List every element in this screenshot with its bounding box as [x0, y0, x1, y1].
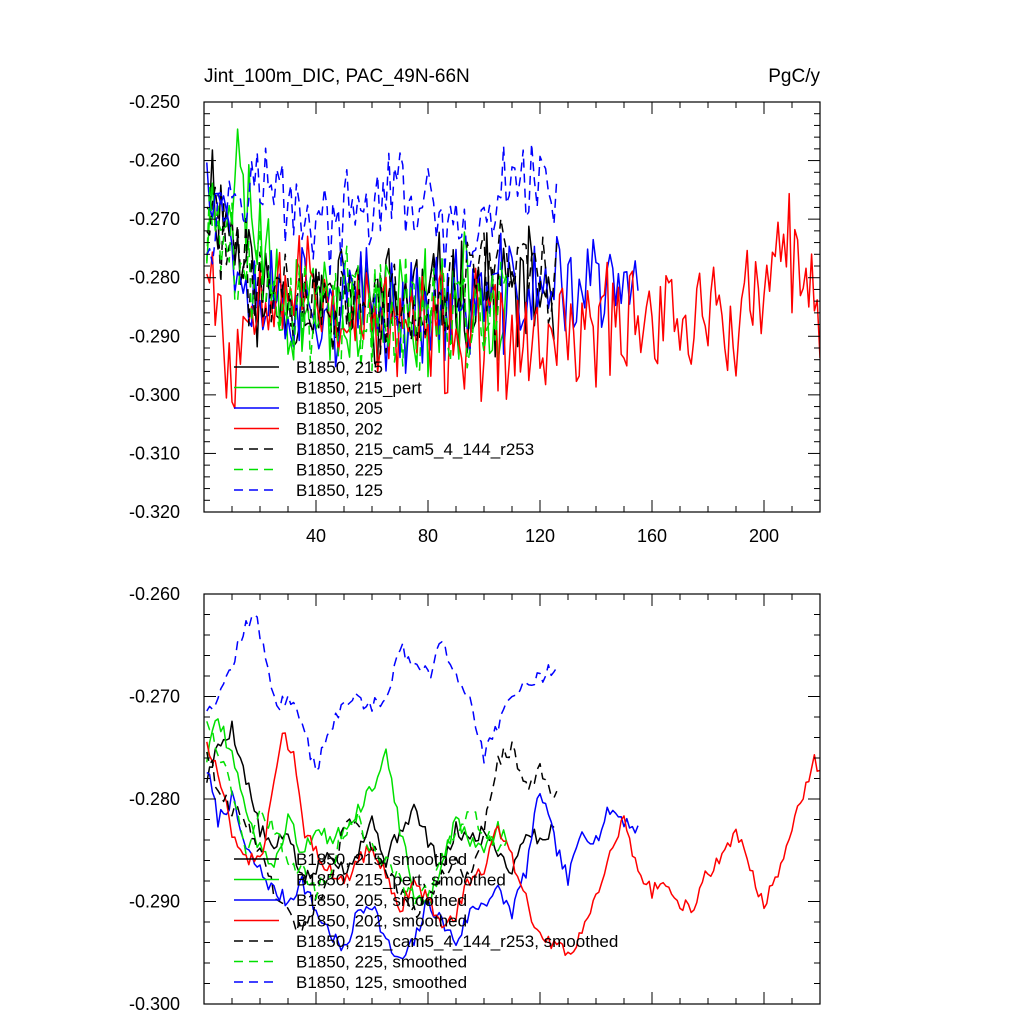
top-panel: Jint_100m_DIC, PAC_49N-66N PgC/y 40 80 120…: [129, 66, 821, 546]
legend-label: B1850, 215_cam5_4_144_r253, smoothed: [296, 932, 618, 951]
series-line-b1850-202: [206, 192, 820, 409]
series-group: [206, 613, 820, 960]
legend-label: B1850, 202, smoothed: [296, 912, 467, 931]
legend-label: B1850, 125, smoothed: [296, 973, 467, 992]
series-line-b1850-225-smoothed: [206, 721, 508, 909]
legend-label: B1850, 215_cam5_4_144_r253: [296, 440, 534, 459]
y-tick-label: -0.300: [129, 994, 180, 1014]
legend-label: B1850, 215: [296, 358, 383, 377]
y-tick-label: -0.250: [129, 92, 180, 112]
series-line-b1850-125-smoothed: [206, 613, 558, 772]
series-line-b1850-205: [206, 162, 639, 374]
x-tick-label: 80: [418, 526, 438, 546]
series-line-b1850-202-smoothed: [206, 732, 820, 957]
legend-label: B1850, 215_pert: [296, 379, 422, 398]
y-tick-label: -0.320: [129, 502, 180, 522]
series-line-b1850-215-smoothed: [206, 720, 555, 884]
x-tick-label: 40: [306, 526, 326, 546]
y-tick-label: -0.290: [129, 326, 180, 346]
series-line-b1850-125: [206, 142, 558, 279]
y-tick-label: -0.270: [129, 687, 180, 707]
y-tick-label: -0.280: [129, 789, 180, 809]
series-line-b1850-215-cam5-4-144-r253: [206, 186, 558, 355]
legend-label: B1850, 125: [296, 481, 383, 500]
bottom-panel: -0.260 -0.270 -0.280 -0.290 -0.300 B1850, 215…: [129, 584, 821, 1014]
legend-label: B1850, 202: [296, 420, 383, 439]
legend-label: B1850, 225: [296, 461, 383, 480]
series-group: [206, 128, 820, 409]
legend-label: B1850, 215_pert, smoothed: [296, 871, 506, 890]
series-line-b1850-205-smoothed: [206, 771, 639, 960]
x-tick-label: 120: [525, 526, 555, 546]
legend-label: B1850, 205: [296, 399, 383, 418]
x-tick-label: 160: [637, 526, 667, 546]
legend-label: B1850, 215, smoothed: [296, 850, 467, 869]
y-tick-label: -0.260: [129, 584, 180, 604]
legend-label: B1850, 205, smoothed: [296, 891, 467, 910]
y-tick-label: -0.260: [129, 151, 180, 171]
y-tick-label: -0.290: [129, 892, 180, 912]
series-line-b1850-215-pert-smoothed: [206, 718, 508, 907]
units-label: PgC/y: [768, 66, 820, 87]
y-tick-label: -0.310: [129, 443, 180, 463]
y-tick-label: -0.300: [129, 385, 180, 405]
series-line-b1850-225: [206, 185, 508, 372]
legend: B1850, 215, smoothed B1850, 215_pert, smo…: [234, 850, 618, 992]
series-line-b1850-215-pert: [206, 128, 508, 378]
y-tick-label: -0.280: [129, 268, 180, 288]
y-tick-label: -0.270: [129, 209, 180, 229]
legend-label: B1850, 225, smoothed: [296, 953, 467, 972]
chart-title: Jint_100m_DIC, PAC_49N-66N: [204, 66, 470, 87]
x-tick-label: 200: [749, 526, 779, 546]
